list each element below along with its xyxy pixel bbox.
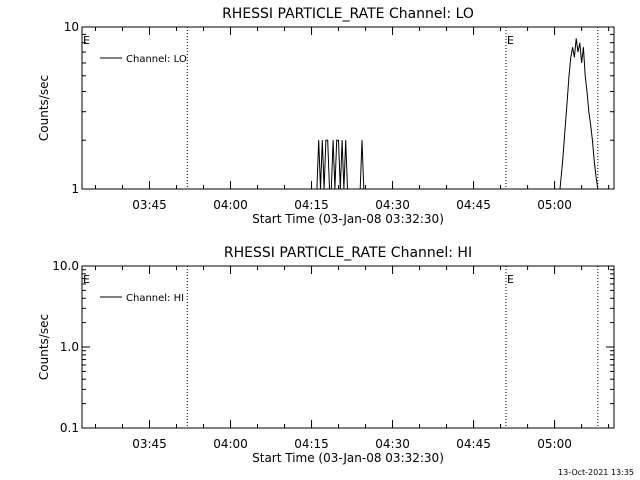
y-axis-label: Counts/sec [37, 75, 51, 141]
x-tick-label: 04:30 [375, 198, 410, 212]
marker-label: E [507, 34, 514, 47]
x-tick-label: 05:00 [537, 198, 572, 212]
x-axis-label: Start Time (03-Jan-08 03:32:30) [252, 451, 444, 465]
x-tick-label: 04:45 [456, 437, 491, 451]
x-tick-label: 04:45 [456, 198, 491, 212]
legend-entry: Channel: HI [126, 293, 184, 304]
chart-title: RHESSI PARTICLE_RATE Channel: LO [222, 6, 474, 22]
marker-label: E [83, 273, 90, 286]
panel-2: RHESSI PARTICLE_RATE Channel: HI 0.1 1.0 10… [37, 245, 615, 465]
x-tick-label: 03:45 [132, 437, 167, 451]
marker-label: E [83, 34, 90, 47]
series-line [82, 38, 600, 190]
y-tick-label: 1 [71, 182, 79, 196]
y-tick-label: 1.0 [60, 340, 79, 354]
x-axis-label: Start Time (03-Jan-08 03:32:30) [252, 212, 444, 226]
chart-title: RHESSI PARTICLE_RATE Channel: HI [224, 245, 472, 261]
panel-1: RHESSI PARTICLE_RATE Channel: LO 1 10 03:45… [37, 6, 615, 226]
y-tick-label: 0.1 [60, 421, 79, 435]
y-tick-label: 10.0 [52, 259, 79, 273]
footer-timestamp: 13-Oct-2021 13:35 [558, 468, 634, 477]
x-tick-label: 05:00 [537, 437, 572, 451]
y-tick-label: 10 [64, 20, 79, 34]
marker-label: E [507, 273, 514, 286]
x-tick-label: 04:30 [375, 437, 410, 451]
x-tick-label: 04:00 [213, 198, 248, 212]
legend-entry: Channel: LO [126, 54, 187, 65]
y-axis-label: Counts/sec [37, 314, 51, 380]
plot-frame [81, 265, 615, 429]
x-tick-label: 04:15 [294, 198, 329, 212]
x-tick-label: 04:15 [294, 437, 329, 451]
x-tick-label: 03:45 [132, 198, 167, 212]
plot-frame [81, 26, 615, 190]
x-tick-label: 04:00 [213, 437, 248, 451]
